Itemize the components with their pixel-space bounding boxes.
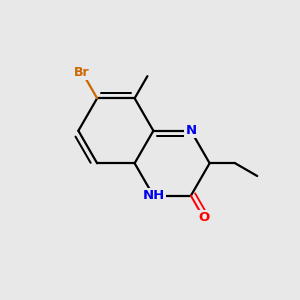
- Text: Br: Br: [74, 66, 90, 79]
- Text: O: O: [198, 211, 209, 224]
- Text: N: N: [185, 124, 197, 137]
- Text: NH: NH: [142, 189, 164, 202]
